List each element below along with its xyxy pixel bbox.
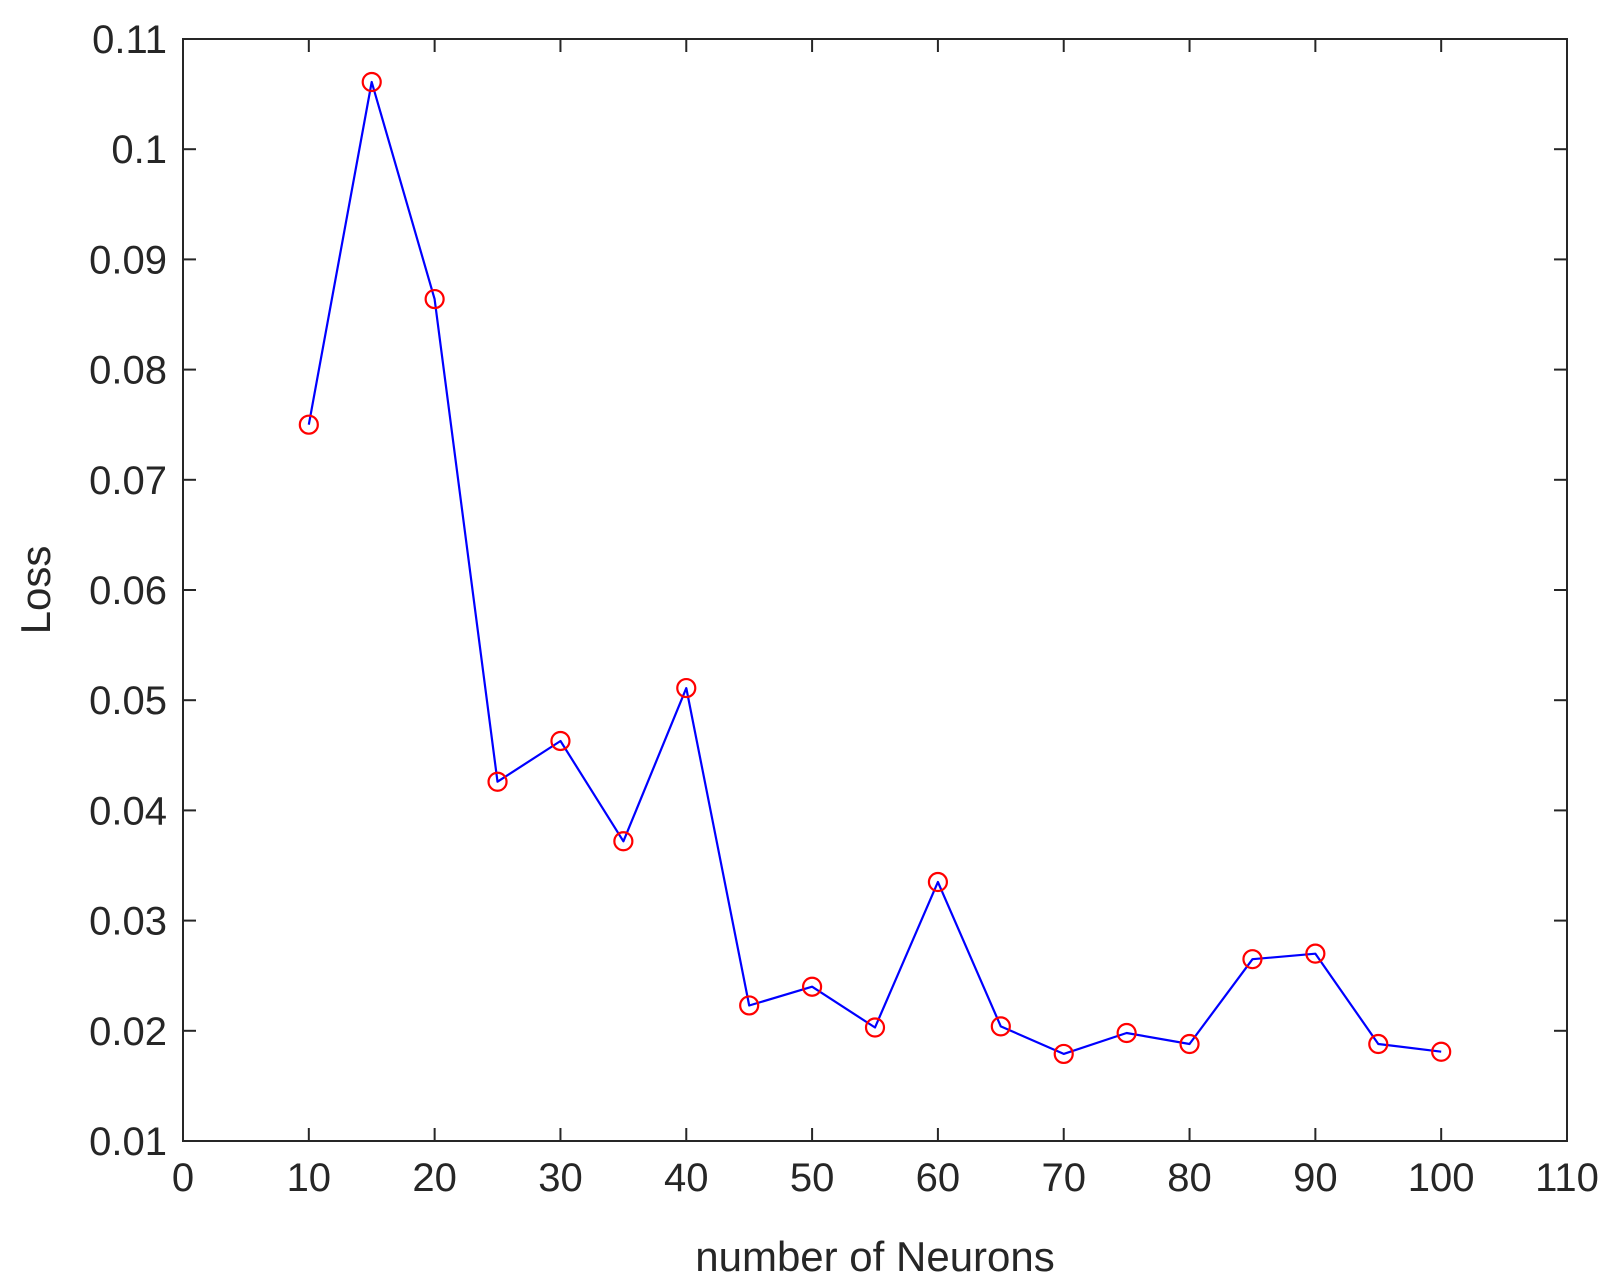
x-tick-label: 90 xyxy=(1293,1156,1338,1200)
y-tick-label: 0.03 xyxy=(89,900,167,944)
data-point-marker xyxy=(1053,1043,1074,1065)
data-point-marker xyxy=(1116,1022,1137,1044)
x-tick-label: 10 xyxy=(287,1156,332,1200)
data-point-marker xyxy=(990,1016,1011,1037)
y-axis-label: Loss xyxy=(12,546,59,635)
y-tick-label: 0.05 xyxy=(89,679,167,723)
data-point-marker xyxy=(864,1017,886,1038)
data-point-marker xyxy=(676,677,697,699)
x-tick-label: 0 xyxy=(172,1156,194,1200)
data-point-marker xyxy=(613,831,634,852)
series-markers xyxy=(298,71,1452,1065)
x-tick-label: 60 xyxy=(916,1156,961,1200)
y-tick-label: 0.02 xyxy=(89,1010,167,1054)
y-axis-ticks: 0.01 0.02 0.03 0.04 0.05 0.06 0.07 0.08 0.09 0.1 0… xyxy=(89,18,1567,1164)
series-lines xyxy=(307,80,1442,1056)
data-point-marker xyxy=(1305,943,1326,964)
y-tick-label: 0.04 xyxy=(89,789,167,833)
x-tick-label: 110 xyxy=(1535,1156,1599,1200)
y-tick-label: 0.01 xyxy=(89,1120,167,1164)
x-tick-label: 40 xyxy=(664,1156,709,1200)
y-tick-label: 0.08 xyxy=(89,349,167,393)
data-point-marker xyxy=(739,995,760,1016)
data-point-marker xyxy=(1179,1033,1200,1055)
series-line xyxy=(307,80,1442,1056)
data-point-marker xyxy=(361,71,382,93)
y-tick-label: 0.06 xyxy=(89,569,167,613)
x-axis-ticks: 0 10 20 30 40 50 60 70 80 90 100 110 xyxy=(172,39,1599,1200)
x-tick-label: 80 xyxy=(1167,1156,1212,1200)
data-point-marker xyxy=(424,288,445,310)
x-axis-label: number of Neurons xyxy=(695,1233,1055,1280)
y-tick-label: 0.1 xyxy=(111,128,167,172)
data-point-marker xyxy=(1431,1041,1452,1062)
x-tick-label: 50 xyxy=(790,1156,835,1200)
y-tick-label: 0.09 xyxy=(89,238,167,282)
data-point-marker xyxy=(801,976,823,997)
x-tick-label: 70 xyxy=(1041,1156,1086,1200)
data-point-marker xyxy=(298,414,319,435)
data-point-marker xyxy=(1242,949,1263,970)
y-tick-label: 0.11 xyxy=(92,18,167,62)
data-point-marker xyxy=(1368,1033,1389,1055)
data-point-marker xyxy=(550,730,571,752)
x-tick-label: 100 xyxy=(1408,1156,1475,1200)
y-tick-label: 0.07 xyxy=(89,459,167,503)
x-tick-label: 30 xyxy=(538,1156,583,1200)
data-point-marker xyxy=(487,771,508,792)
x-tick-label: 20 xyxy=(412,1156,457,1200)
data-point-marker xyxy=(927,871,949,893)
